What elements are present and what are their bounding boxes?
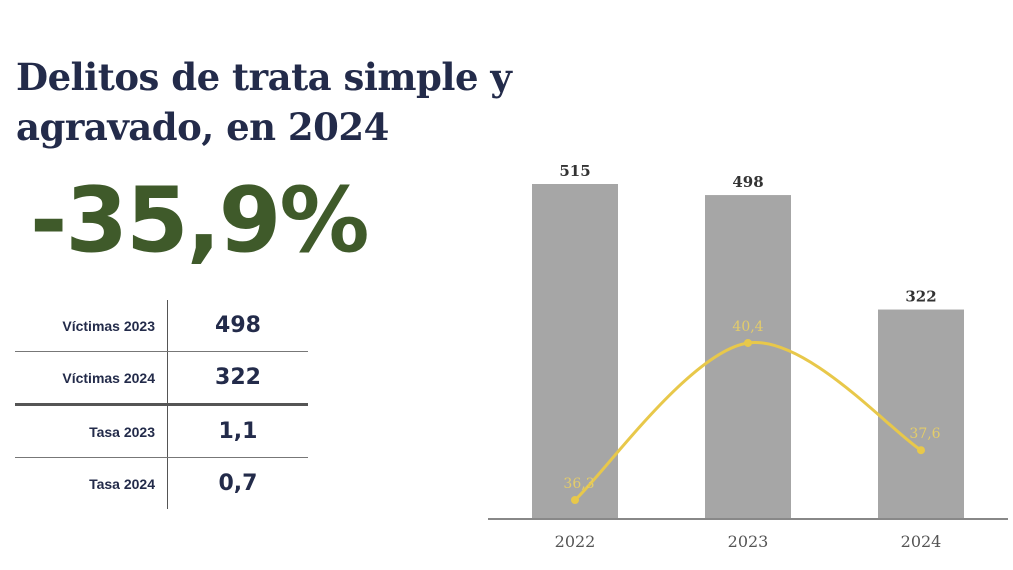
row-value: 322 — [167, 351, 308, 406]
bar-value-label: 498 — [732, 173, 763, 191]
rate-value-label: 36,3 — [563, 476, 594, 492]
x-tick-label: 2023 — [728, 532, 769, 551]
row-label: Tasa 2024 — [15, 457, 168, 509]
rate-point — [744, 338, 752, 347]
row-label: Víctimas 2024 — [15, 351, 168, 406]
rate-value-label: 37,6 — [909, 426, 940, 442]
table-row: Víctimas 2023 498 — [15, 300, 308, 352]
row-value: 1,1 — [167, 404, 308, 458]
rate-point — [571, 496, 579, 504]
row-label: Tasa 2023 — [15, 404, 168, 458]
bar — [878, 309, 964, 519]
rate-value-label: 40,4 — [732, 319, 763, 335]
table-row: Víctimas 2024 322 — [15, 351, 308, 406]
rate-point — [917, 446, 925, 455]
table-row: Tasa 2023 1,1 — [15, 404, 308, 458]
headline-change: -35,9% — [30, 168, 370, 273]
page-title: Delitos de trata simple y agravado, en 2… — [16, 55, 512, 149]
row-label: Víctimas 2023 — [15, 300, 168, 352]
x-tick-label: 2024 — [901, 532, 942, 551]
bar-value-label: 515 — [559, 162, 590, 180]
summary-table: Víctimas 2023 498 Víctimas 2024 322 Tasa 2… — [15, 300, 308, 509]
bar — [705, 195, 791, 519]
bar — [532, 184, 618, 519]
x-tick-label: 2022 — [555, 532, 596, 551]
row-value: 498 — [167, 300, 308, 352]
table-row: Tasa 2024 0,7 — [15, 457, 308, 509]
row-value: 0,7 — [218, 471, 258, 496]
bar-value-label: 322 — [905, 288, 936, 306]
